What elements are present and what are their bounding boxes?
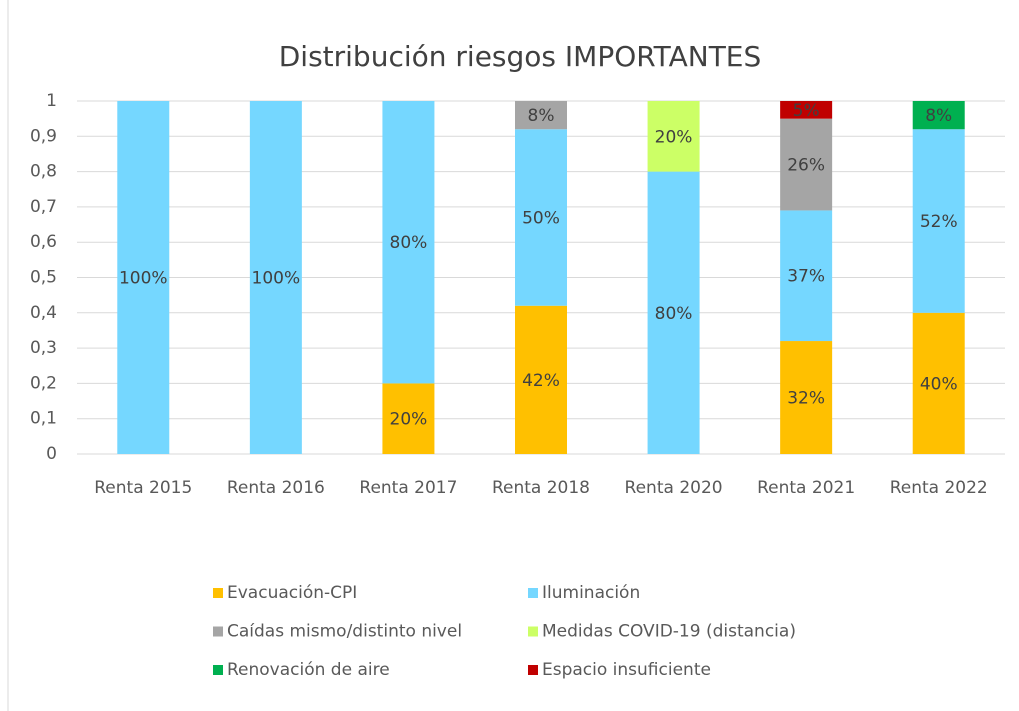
data-label: 8% (925, 106, 952, 126)
data-label: 100% (119, 269, 168, 289)
chart-title: Distribución riesgos IMPORTANTES (279, 40, 762, 73)
y-tick-label: 0,5 (30, 268, 57, 288)
bar-segment (780, 341, 833, 454)
legend-swatch (213, 665, 223, 675)
data-label: 26% (787, 156, 825, 176)
legend-label: Iluminación (542, 583, 640, 603)
bar-segment (515, 129, 567, 306)
bar-segment (912, 129, 965, 313)
bar-segment (780, 210, 833, 342)
data-label: 37% (787, 267, 825, 287)
legend-swatch (213, 626, 223, 637)
y-tick-label: 0,9 (30, 126, 57, 146)
x-tick-label: Renta 2018 (492, 478, 590, 498)
bar-segment (912, 101, 965, 130)
y-tick-label: 0,2 (30, 373, 57, 393)
bar-segment (647, 171, 700, 454)
y-tick-label: 0,3 (30, 338, 57, 358)
legend-label: Caídas mismo/distinto nivel (227, 622, 462, 642)
legend-label: Renovación de aire (227, 660, 390, 680)
bar-segment (249, 101, 302, 454)
data-label: 40% (920, 374, 958, 394)
bar-segment (780, 101, 833, 119)
bar-segment (382, 383, 435, 454)
y-tick-label: 0,7 (30, 197, 57, 217)
bar-segment (780, 118, 833, 211)
x-tick-label: Renta 2015 (94, 478, 192, 498)
x-tick-label: Renta 2017 (359, 478, 457, 498)
bar-segment (117, 101, 170, 454)
data-label: 100% (252, 269, 301, 289)
legend-label: Espacio insuficiente (542, 660, 711, 680)
data-label: 42% (522, 371, 560, 391)
x-tick-label: Renta 2022 (890, 478, 988, 498)
data-label: 5% (793, 101, 820, 121)
data-label: 20% (655, 127, 693, 147)
x-tick-label: Renta 2016 (227, 478, 325, 498)
legend-label: Medidas COVID-19 (distancia) (542, 622, 796, 642)
bar-segment (647, 101, 700, 172)
y-tick-label: 0 (46, 444, 57, 464)
data-label: 80% (655, 304, 693, 324)
data-label: 20% (390, 410, 428, 430)
y-tick-label: 0,8 (30, 162, 57, 182)
legend-swatch (528, 588, 538, 598)
legend-swatch (213, 588, 223, 598)
y-tick-label: 0,1 (30, 409, 57, 429)
x-tick-label: Renta 2021 (757, 478, 855, 498)
data-label: 52% (920, 212, 958, 232)
data-label: 80% (390, 233, 428, 253)
y-tick-label: 1 (46, 91, 57, 111)
bar-segment (515, 305, 567, 454)
legend-swatch (528, 626, 538, 637)
x-tick-label: Renta 2020 (625, 478, 723, 498)
bar-segment (515, 101, 567, 130)
y-tick-label: 0,6 (30, 232, 57, 252)
legend-label: Evacuación-CPI (227, 583, 357, 603)
data-label: 8% (528, 106, 555, 126)
bar-segment (912, 312, 965, 454)
legend-swatch (528, 665, 538, 675)
data-label: 32% (787, 389, 825, 409)
y-tick-label: 0,4 (30, 303, 57, 323)
data-label: 50% (522, 208, 560, 228)
bar-segment (382, 101, 435, 384)
